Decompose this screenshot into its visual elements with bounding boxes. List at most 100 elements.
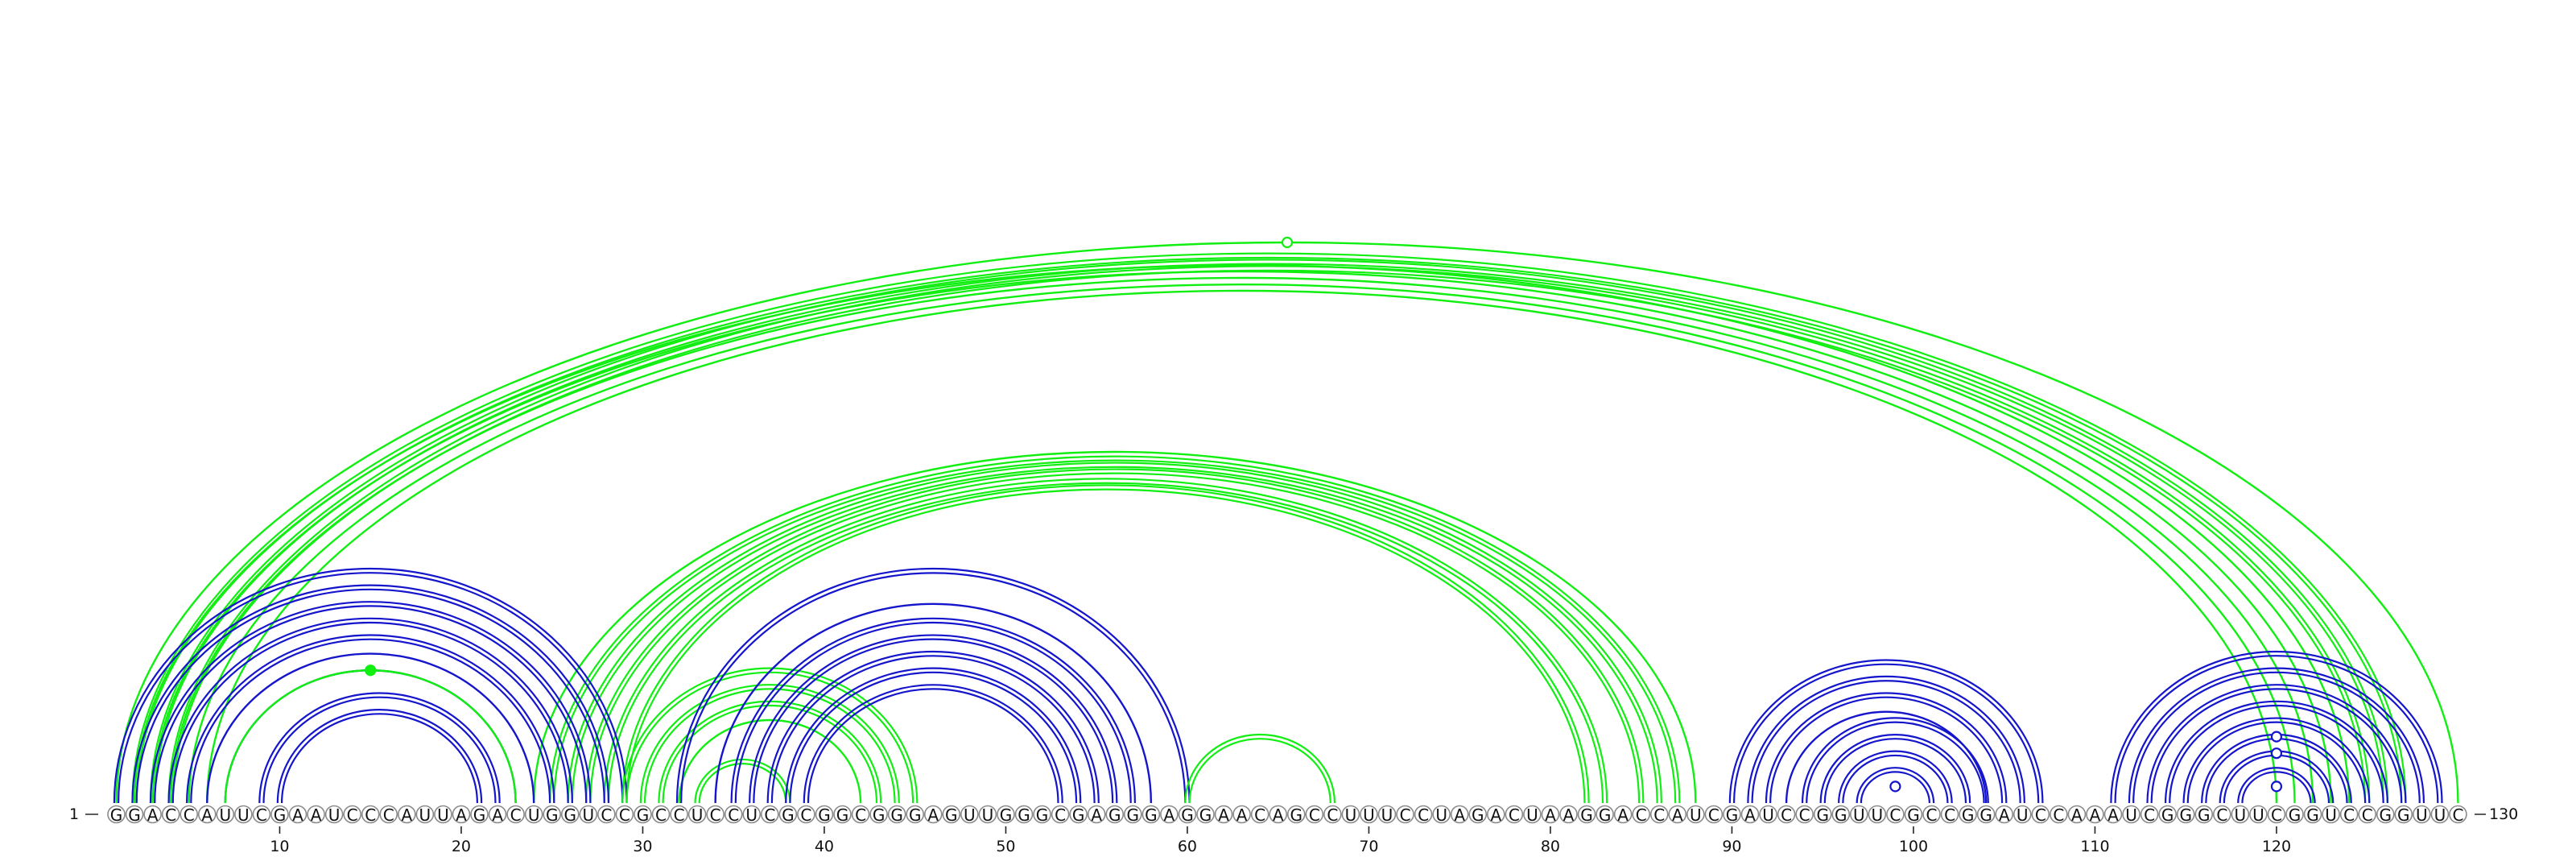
nucleotide-letter: A xyxy=(201,805,213,825)
nucleotide: U xyxy=(1360,805,1378,825)
nucleotide: U xyxy=(1868,805,1887,825)
nucleotide-letter: G xyxy=(1907,805,1920,825)
nucleotide: G xyxy=(869,805,888,825)
nucleotide: A xyxy=(288,805,308,825)
base-pair-arc xyxy=(678,718,862,804)
nucleotide: C xyxy=(1795,805,1814,825)
nucleotide-letter: U xyxy=(964,805,976,825)
start-label: 1 xyxy=(69,805,79,823)
nucleotide: U xyxy=(1377,805,1397,825)
pair-marker xyxy=(365,664,377,677)
base-pair-arc xyxy=(2169,704,2384,804)
nucleotide: G xyxy=(997,805,1015,825)
nucleotide: G xyxy=(1596,805,1614,825)
nucleotide: C xyxy=(1250,805,1269,825)
nucleotide-letter: C xyxy=(2362,805,2373,825)
nucleotide: G xyxy=(125,805,144,825)
base-pair-arc xyxy=(553,459,1677,804)
nucleotide: G xyxy=(634,805,652,825)
nucleotide: G xyxy=(270,805,289,825)
nucleotide-letter: C xyxy=(2035,805,2046,825)
nucleotide-letter: G xyxy=(564,805,577,825)
pair-marker xyxy=(2270,731,2283,743)
nucleotide: G xyxy=(2303,805,2322,825)
nucleotide: U xyxy=(1432,805,1451,825)
base-pair-arc xyxy=(2182,717,2371,804)
nucleotide: A xyxy=(1613,805,1633,825)
nucleotide-letter: C xyxy=(800,805,811,825)
nucleotide-letter: U xyxy=(691,805,704,825)
nucleotide: A xyxy=(488,805,507,825)
nucleotide: G xyxy=(1904,805,1923,825)
nucleotide: C xyxy=(1886,805,1905,825)
nucleotide-letter: C xyxy=(1889,805,1901,825)
base-pair-arc xyxy=(694,758,791,804)
nucleotide-letter: C xyxy=(1926,805,1938,825)
nucleotide-letter: U xyxy=(328,805,341,825)
nucleotide: C xyxy=(1505,805,1524,825)
nucleotide-letter: U xyxy=(745,805,758,825)
base-pair-arc xyxy=(1751,680,2021,804)
base-pair-arc xyxy=(1188,738,1331,804)
nucleotide-letter: G xyxy=(1979,805,1992,825)
base-pair-arc xyxy=(698,763,787,804)
nucleotide: G xyxy=(1468,805,1488,825)
base-pair-arc xyxy=(785,667,1082,804)
nucleotide-letter: U xyxy=(437,805,449,825)
nucleotide: G xyxy=(2394,805,2413,825)
nucleotide: U xyxy=(434,805,452,825)
nucleotide: A xyxy=(1160,805,1179,825)
nucleotide-letter: G xyxy=(274,805,287,825)
nucleotide-letter: A xyxy=(2071,805,2083,825)
base-pair-arc xyxy=(224,669,517,804)
nucleotide-letter: G xyxy=(1108,805,1121,825)
tick-label: 70 xyxy=(1359,838,1378,855)
nucleotide-letter: G xyxy=(110,805,123,825)
nucleotide: U xyxy=(324,805,344,825)
base-pair-arc xyxy=(589,472,1641,804)
base-pair-arc xyxy=(643,688,896,804)
nucleotide: G xyxy=(107,805,126,825)
nucleotide-letter: C xyxy=(728,805,739,825)
nucleotide: U xyxy=(2013,805,2032,825)
base-pair-arc xyxy=(621,484,1590,804)
nucleotide-letter: A xyxy=(1999,805,2010,825)
nucleotide: C xyxy=(1396,805,1414,825)
nucleotide: G xyxy=(2194,805,2214,825)
nucleotide-letter: G xyxy=(1599,805,1612,825)
base-pair-arc xyxy=(766,650,1100,804)
nucleotide: G xyxy=(1196,805,1215,825)
nucleotide-letter: C xyxy=(2343,805,2355,825)
base-pair-arc xyxy=(135,588,605,804)
nucleotide-letter: G xyxy=(890,805,903,825)
nucleotide: U xyxy=(1759,805,1777,825)
nucleotide: C xyxy=(597,805,616,825)
nucleotide: G xyxy=(2158,805,2177,825)
base-pair-arc xyxy=(2132,671,2421,804)
nucleotide: C xyxy=(615,805,634,825)
nucleotide-letter: A xyxy=(492,805,503,825)
nucleotide: G xyxy=(1976,805,1996,825)
base-pair-arc xyxy=(167,617,573,804)
base-pair-arc xyxy=(603,478,1608,804)
nucleotide-letter: A xyxy=(1545,805,1556,825)
nucleotide-letter: U xyxy=(582,805,594,825)
nucleotide: C xyxy=(252,805,271,825)
base-pair-arc xyxy=(154,263,2384,804)
tick-label: 20 xyxy=(452,838,471,855)
nucleotide: G xyxy=(1577,805,1596,825)
nucleotide: A xyxy=(1740,805,1760,825)
nucleotide: U xyxy=(2430,805,2450,825)
base-pair-arc xyxy=(1806,721,1985,804)
nucleotide-letter: U xyxy=(1690,805,1702,825)
nucleotide-letter: G xyxy=(1018,805,1030,825)
nucleotide: C xyxy=(851,805,870,825)
nucleotide: C xyxy=(2449,805,2467,825)
base-pair-arc xyxy=(190,638,551,804)
nucleotide: C xyxy=(1649,805,1669,825)
nucleotide: A xyxy=(1541,805,1560,825)
base-pair-arc xyxy=(131,252,2407,804)
tick-marks: 10 20 30 40 50 60 70 80 90 100 110 120 xyxy=(270,826,2291,855)
nucleotide-letter: C xyxy=(510,805,522,825)
tick-label: 80 xyxy=(1541,838,1560,855)
